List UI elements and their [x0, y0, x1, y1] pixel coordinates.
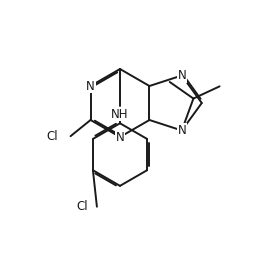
Text: NH: NH	[111, 108, 129, 121]
Text: Cl: Cl	[46, 130, 58, 143]
Text: N: N	[116, 131, 124, 143]
Text: N: N	[86, 80, 95, 92]
Text: N: N	[178, 124, 186, 137]
Text: N: N	[178, 69, 186, 82]
Text: Cl: Cl	[76, 200, 88, 213]
